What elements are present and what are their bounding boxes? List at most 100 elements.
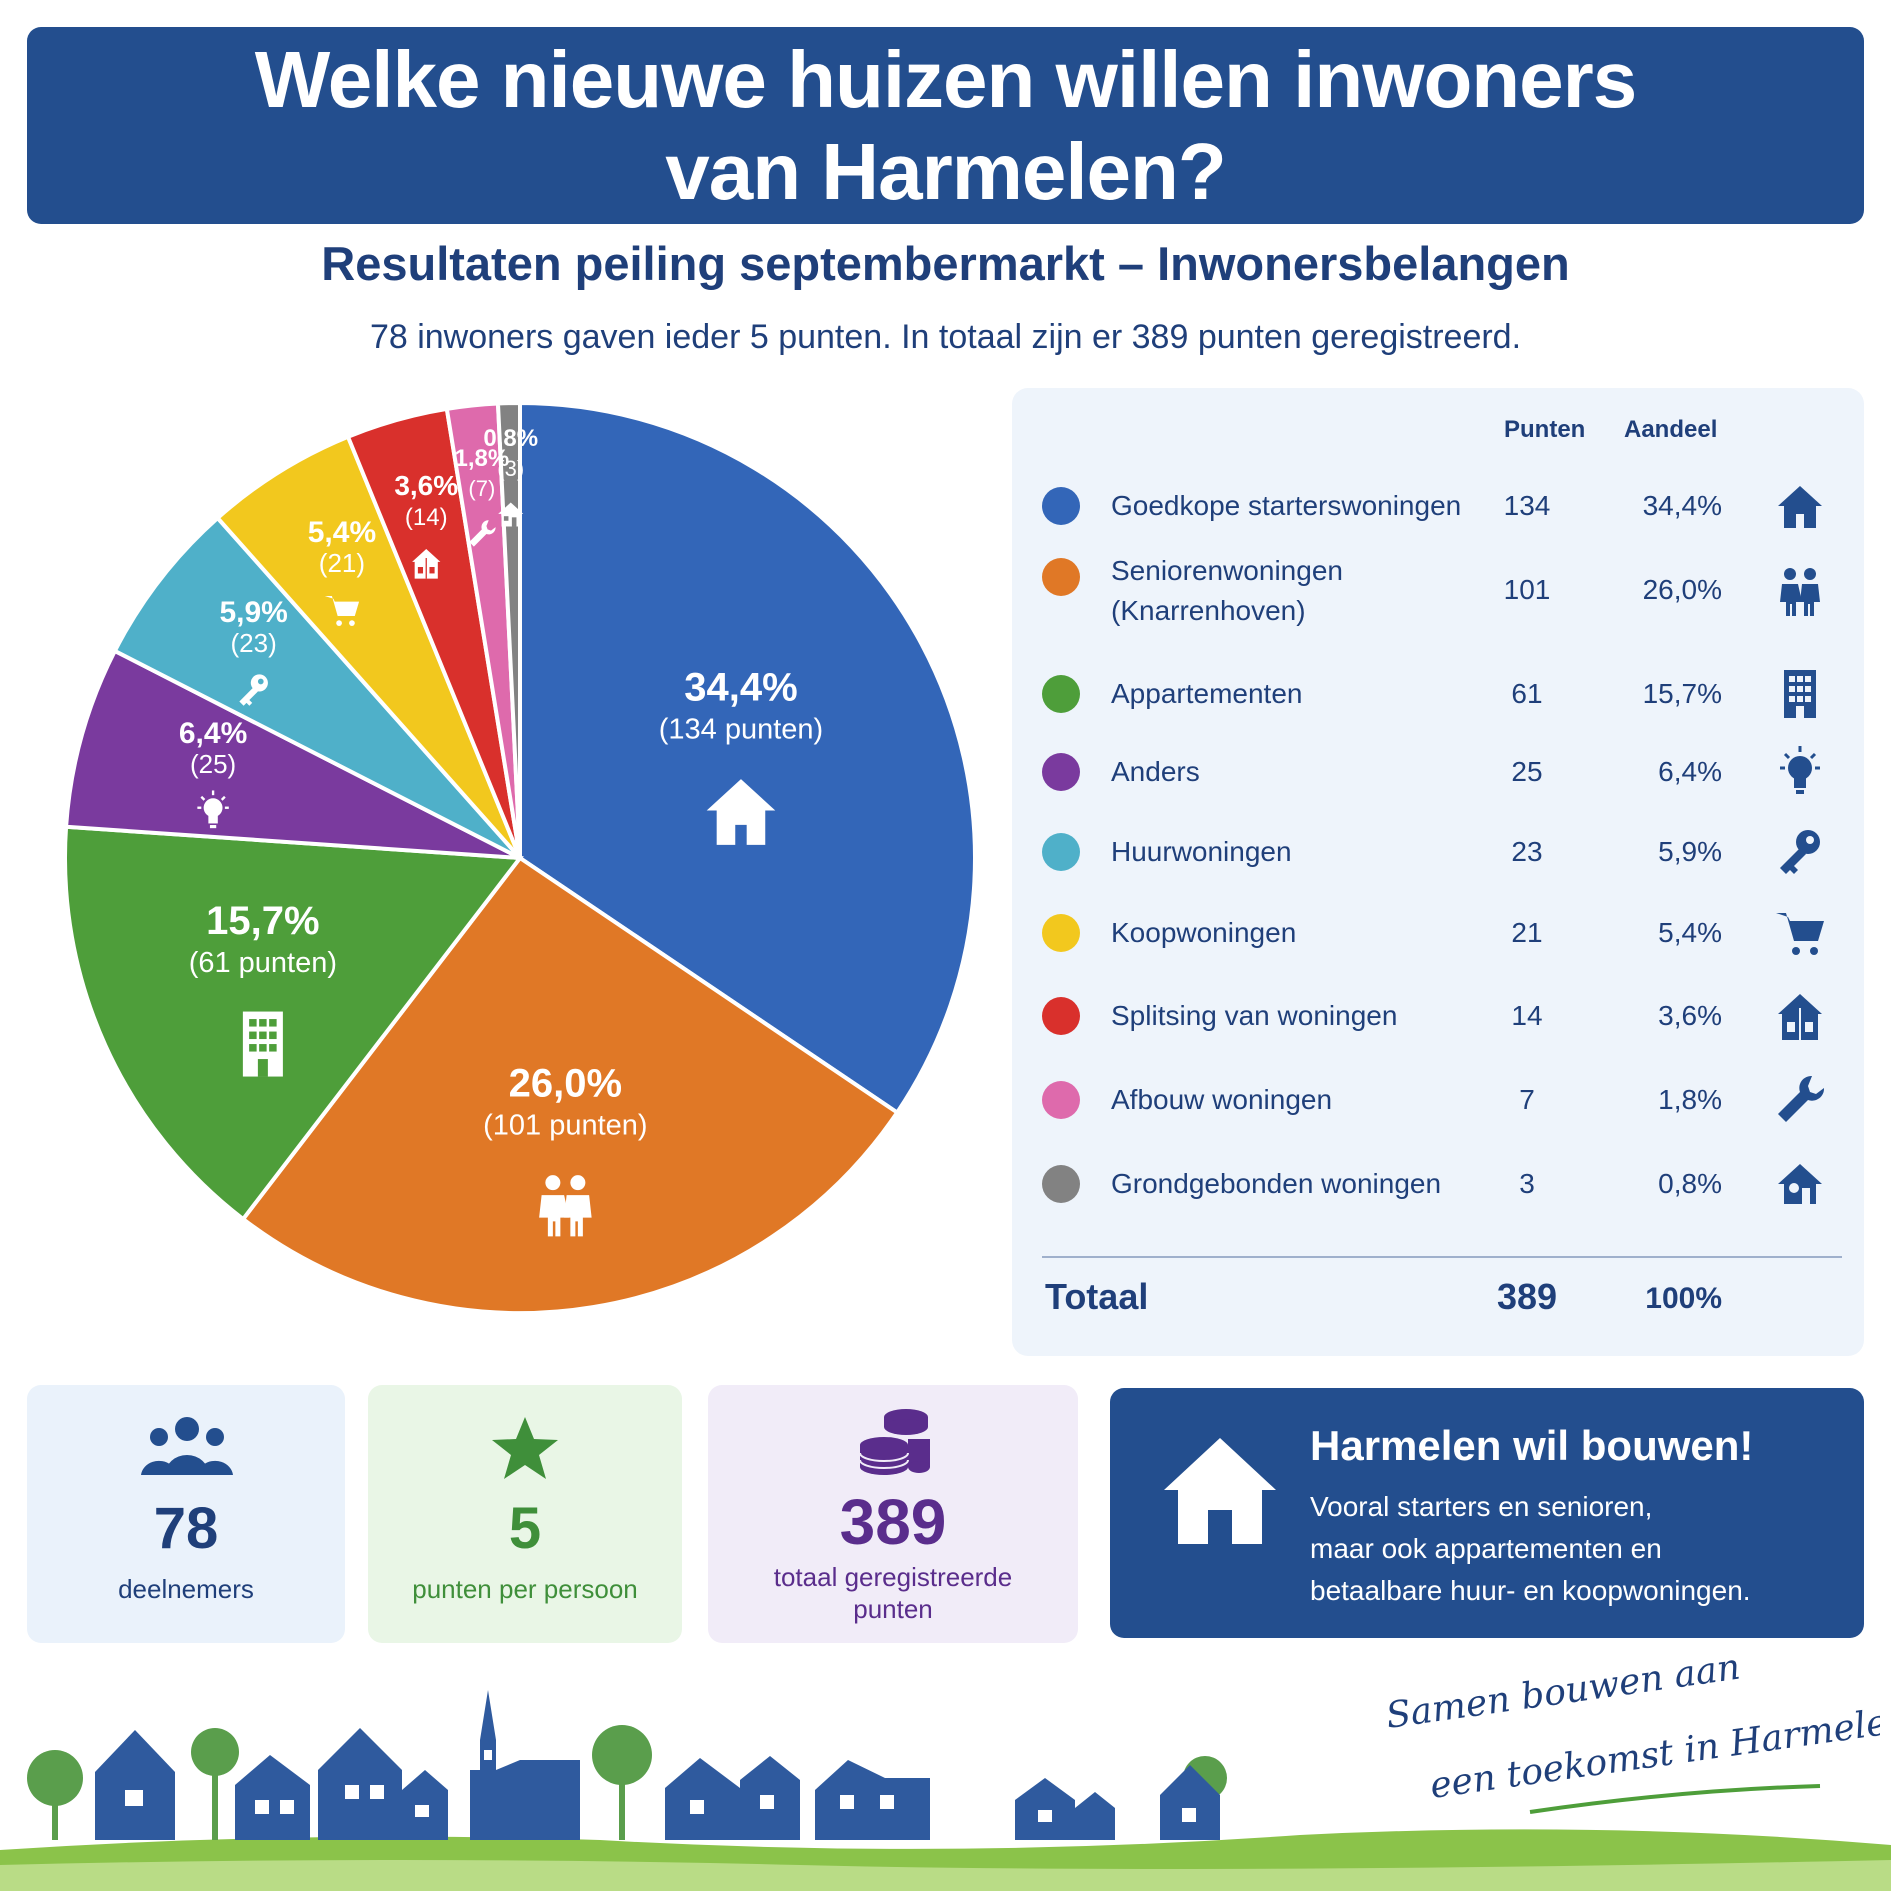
stat-card-participants: 78 deelnemers	[27, 1385, 345, 1643]
legend-row-points: 14	[1511, 1000, 1543, 1031]
legend-row-name-line2: (Knarrenhoven)	[1111, 595, 1306, 626]
stat-label-line2: punten	[853, 1594, 933, 1624]
banner-line: maar ook appartementen en	[1310, 1533, 1662, 1564]
pie-percent-label: 5,4%	[308, 516, 376, 549]
legend-row-name: Huurwoningen	[1111, 836, 1292, 867]
pie-points-label: (134 punten)	[659, 714, 823, 746]
legend-row-name: Koopwoningen	[1111, 917, 1297, 948]
pie-slice	[112, 515, 522, 860]
legend-row: Appartementen 61 15,7%	[1012, 664, 1864, 724]
key-icon	[239, 674, 268, 706]
pie-points-label: (21)	[319, 548, 365, 578]
pie-points-label: (3)	[497, 456, 524, 481]
legend-row-points: 7	[1519, 1084, 1535, 1115]
legend-total-points: 389	[1496, 1276, 1558, 1317]
legend-color-dot	[1042, 558, 1080, 596]
wrench-icon	[1778, 1075, 1825, 1122]
legend-row: Grondgebonden woningen 3 0,8%	[1012, 1154, 1864, 1214]
legend-header-points: Punten	[1504, 416, 1586, 443]
legend-total-share: 100%	[1645, 1282, 1722, 1315]
split-house-icon	[1778, 994, 1822, 1040]
legend-row-share: 5,4%	[1658, 917, 1722, 948]
couple-icon	[539, 1175, 592, 1237]
legend-header-share: Aandeel	[1624, 416, 1718, 443]
pie-slice	[518, 400, 977, 1116]
building-icon	[1784, 670, 1816, 718]
people-icon	[141, 1417, 233, 1475]
legend-row-points: 101	[1503, 574, 1551, 605]
legend-row-share: 1,8%	[1658, 1084, 1722, 1115]
banner-text: Vooral starters en senioren, maar ook ap…	[1310, 1486, 1850, 1612]
pie-points-label: (7)	[468, 476, 495, 501]
stat-value: 78	[153, 1496, 219, 1561]
coins-icon	[859, 1409, 930, 1475]
legend-row-points: 134	[1503, 490, 1551, 521]
stat-label: punten per persoon	[412, 1574, 638, 1604]
legend-row: Afbouw woningen 7 1,8%	[1012, 1070, 1864, 1130]
legend-color-dot	[1042, 753, 1080, 791]
house-icon	[706, 779, 776, 845]
wrench-icon	[469, 520, 496, 547]
pie-slices	[63, 400, 977, 1315]
legend-color-dot	[1042, 1165, 1080, 1203]
small-house-icon	[1778, 1164, 1822, 1204]
pie-percent-label: 0,8%	[483, 425, 538, 452]
legend-row-name: Splitsing van woningen	[1111, 1000, 1398, 1031]
pie-points-label: (25)	[190, 749, 236, 779]
legend-color-dot	[1042, 487, 1080, 525]
legend-row-name: Grondgebonden woningen	[1111, 1168, 1442, 1199]
legend-row-points: 21	[1511, 917, 1543, 948]
stat-label: deelnemers	[118, 1574, 254, 1604]
legend-row: Seniorenwoningen (Knarrenhoven) 101 26,0…	[1012, 552, 1864, 642]
legend-color-dot	[1042, 1081, 1080, 1119]
lightbulb-icon	[197, 790, 229, 829]
slogan-underline	[1529, 1784, 1821, 1814]
banner-line: betaalbare huur- en koopwoningen.	[1310, 1575, 1751, 1606]
stat-value: 5	[508, 1496, 542, 1561]
legend-row-share: 0,8%	[1658, 1168, 1722, 1199]
pie-slice	[63, 648, 521, 860]
page-title-line2: van Harmelen?	[665, 126, 1227, 216]
pie-points-label: (14)	[405, 504, 448, 531]
stat-card-total-points: 389 totaal geregistreerde punten	[708, 1385, 1078, 1643]
split-house-icon	[412, 549, 441, 579]
legend-row-name: Anders	[1111, 756, 1200, 787]
pie-slice	[63, 824, 524, 1222]
legend-row: Splitsing van woningen 14 3,6%	[1012, 986, 1864, 1046]
village-skyline-illustration	[0, 1690, 1891, 1891]
title-banner: Welke nieuwe huizen willen inwoners van …	[27, 27, 1864, 224]
legend-color-dot	[1042, 914, 1080, 952]
pie-points-label: (101 punten)	[483, 1109, 647, 1141]
pie-percent-label: 26,0%	[509, 1061, 622, 1105]
legend-row: Goedkope starterswoningen 134 34,4%	[1012, 476, 1864, 536]
legend-row: Koopwoningen 21 5,4%	[1012, 903, 1864, 963]
pie-points-label: (61 punten)	[189, 947, 337, 979]
legend-row-name: Appartementen	[1111, 678, 1303, 709]
pie-slice	[214, 434, 522, 860]
pie-labels: 34,4% (134 punten) 26,0% (101 punten) 15,7% (…	[179, 425, 823, 1237]
stat-card-points-per-person: 5 punten per persoon	[368, 1385, 682, 1643]
star-icon	[492, 1417, 558, 1479]
legend-row-share: 6,4%	[1658, 756, 1722, 787]
legend-row-share: 5,9%	[1658, 836, 1722, 867]
slogan-line1: Samen bouwen aan	[1384, 1660, 1743, 1737]
legend-row: Huurwoningen 23 5,9%	[1012, 822, 1864, 882]
intro-text: 78 inwoners gaven ieder 5 punten. In tot…	[369, 318, 1522, 356]
legend-row-name: Seniorenwoningen	[1111, 555, 1343, 586]
building-icon	[242, 1011, 283, 1077]
legend-row: Anders 25 6,4%	[1012, 742, 1864, 802]
house-icon	[1164, 1438, 1276, 1544]
banner-title: Harmelen wil bouwen!	[1310, 1422, 1754, 1469]
legend-row-name: Afbouw woningen	[1111, 1084, 1333, 1115]
legend-table: Punten Aandeel Goedkope starterswoningen…	[1012, 388, 1864, 1356]
stat-value: 389	[839, 1486, 947, 1558]
slogan: Samen bouwen aan een toekomst in Harmele…	[1384, 1660, 1880, 1814]
cart-icon	[1776, 913, 1824, 955]
legend-row-share: 15,7%	[1642, 678, 1722, 709]
pie-percent-label: 3,6%	[394, 470, 458, 501]
legend-row-share: 3,6%	[1658, 1000, 1722, 1031]
pie-percent-label: 15,7%	[206, 899, 319, 943]
legend-row-share: 26,0%	[1642, 574, 1722, 605]
legend-color-dot	[1042, 833, 1080, 871]
legend-row-points: 25	[1511, 756, 1543, 787]
